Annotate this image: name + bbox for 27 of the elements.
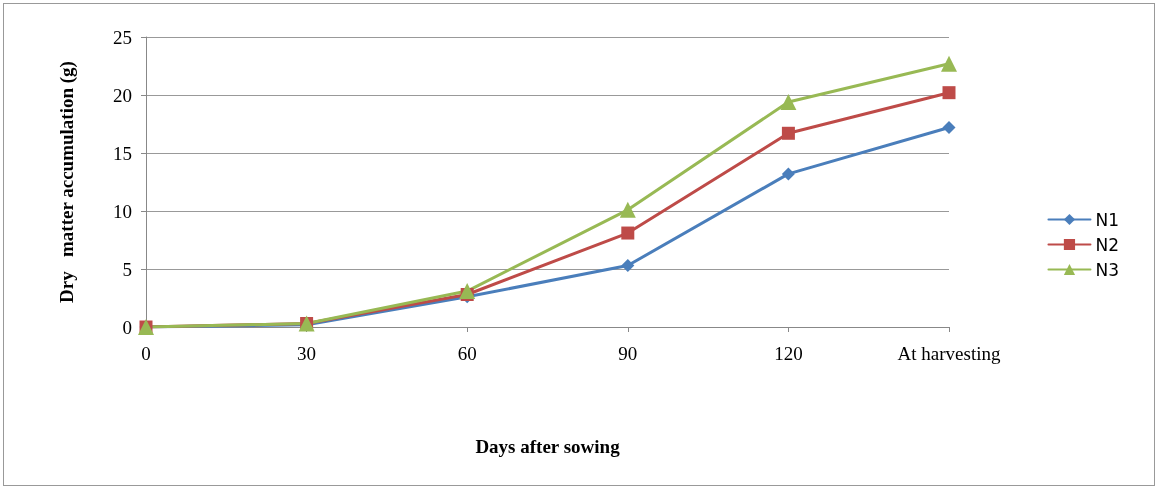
y-tick-label: 5 [122, 258, 132, 280]
y-tick-label: 25 [113, 26, 132, 48]
x-tick-label: At harvesting [897, 342, 1001, 364]
point [621, 226, 635, 240]
x-axis-title: Days after sowing [475, 436, 621, 457]
point [781, 167, 795, 181]
point [621, 259, 635, 273]
x-tick-label: 30 [297, 342, 317, 364]
y-tick-label: 10 [113, 200, 132, 222]
point [942, 120, 956, 134]
x-tick-label: 60 [457, 342, 477, 364]
legend-label: N2 [1095, 234, 1120, 255]
x-tick-label: 90 [618, 342, 638, 364]
y-tick-label: 0 [122, 316, 132, 338]
point [619, 201, 636, 218]
point [942, 86, 956, 100]
point [780, 93, 797, 110]
y-tick-label: 15 [113, 142, 132, 164]
legend-label: N1 [1095, 209, 1120, 230]
y-axis-title: Dry matter accumulation (g) [56, 61, 78, 303]
point [459, 283, 476, 300]
x-tick-label: 120 [774, 342, 803, 364]
point [781, 126, 795, 140]
point [941, 55, 957, 72]
y-tick-label: 20 [113, 84, 132, 106]
x-tick-label: 0 [141, 342, 151, 364]
legend-label: N3 [1095, 259, 1120, 280]
